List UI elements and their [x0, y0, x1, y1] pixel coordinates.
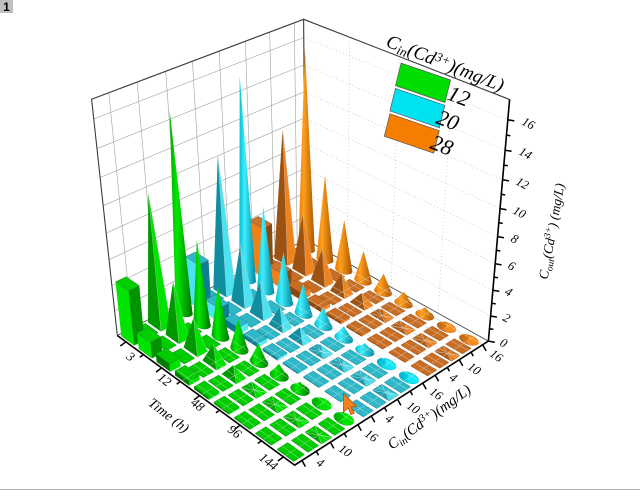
- svg-text:Cout(Cd3+) (mg/L): Cout(Cd3+) (mg/L): [536, 182, 571, 281]
- svg-text:4: 4: [503, 284, 515, 299]
- svg-text:4: 4: [314, 455, 327, 470]
- svg-text:Time (h): Time (h): [145, 396, 192, 437]
- svg-text:10: 10: [336, 441, 355, 460]
- svg-text:4: 4: [447, 370, 460, 385]
- svg-text:3: 3: [123, 348, 139, 365]
- svg-text:2: 2: [501, 310, 513, 325]
- svg-text:16: 16: [520, 114, 538, 133]
- svg-text:16: 16: [362, 426, 381, 445]
- svg-text:10: 10: [511, 203, 529, 222]
- svg-text:4: 4: [383, 411, 396, 426]
- svg-text:6: 6: [506, 258, 519, 274]
- svg-text:0: 0: [498, 335, 511, 351]
- svg-text:10: 10: [465, 359, 484, 378]
- svg-text:1: 1: [3, 0, 10, 14]
- svg-text:8: 8: [509, 231, 522, 247]
- svg-text:12: 12: [514, 174, 532, 192]
- svg-text:14: 14: [517, 144, 535, 162]
